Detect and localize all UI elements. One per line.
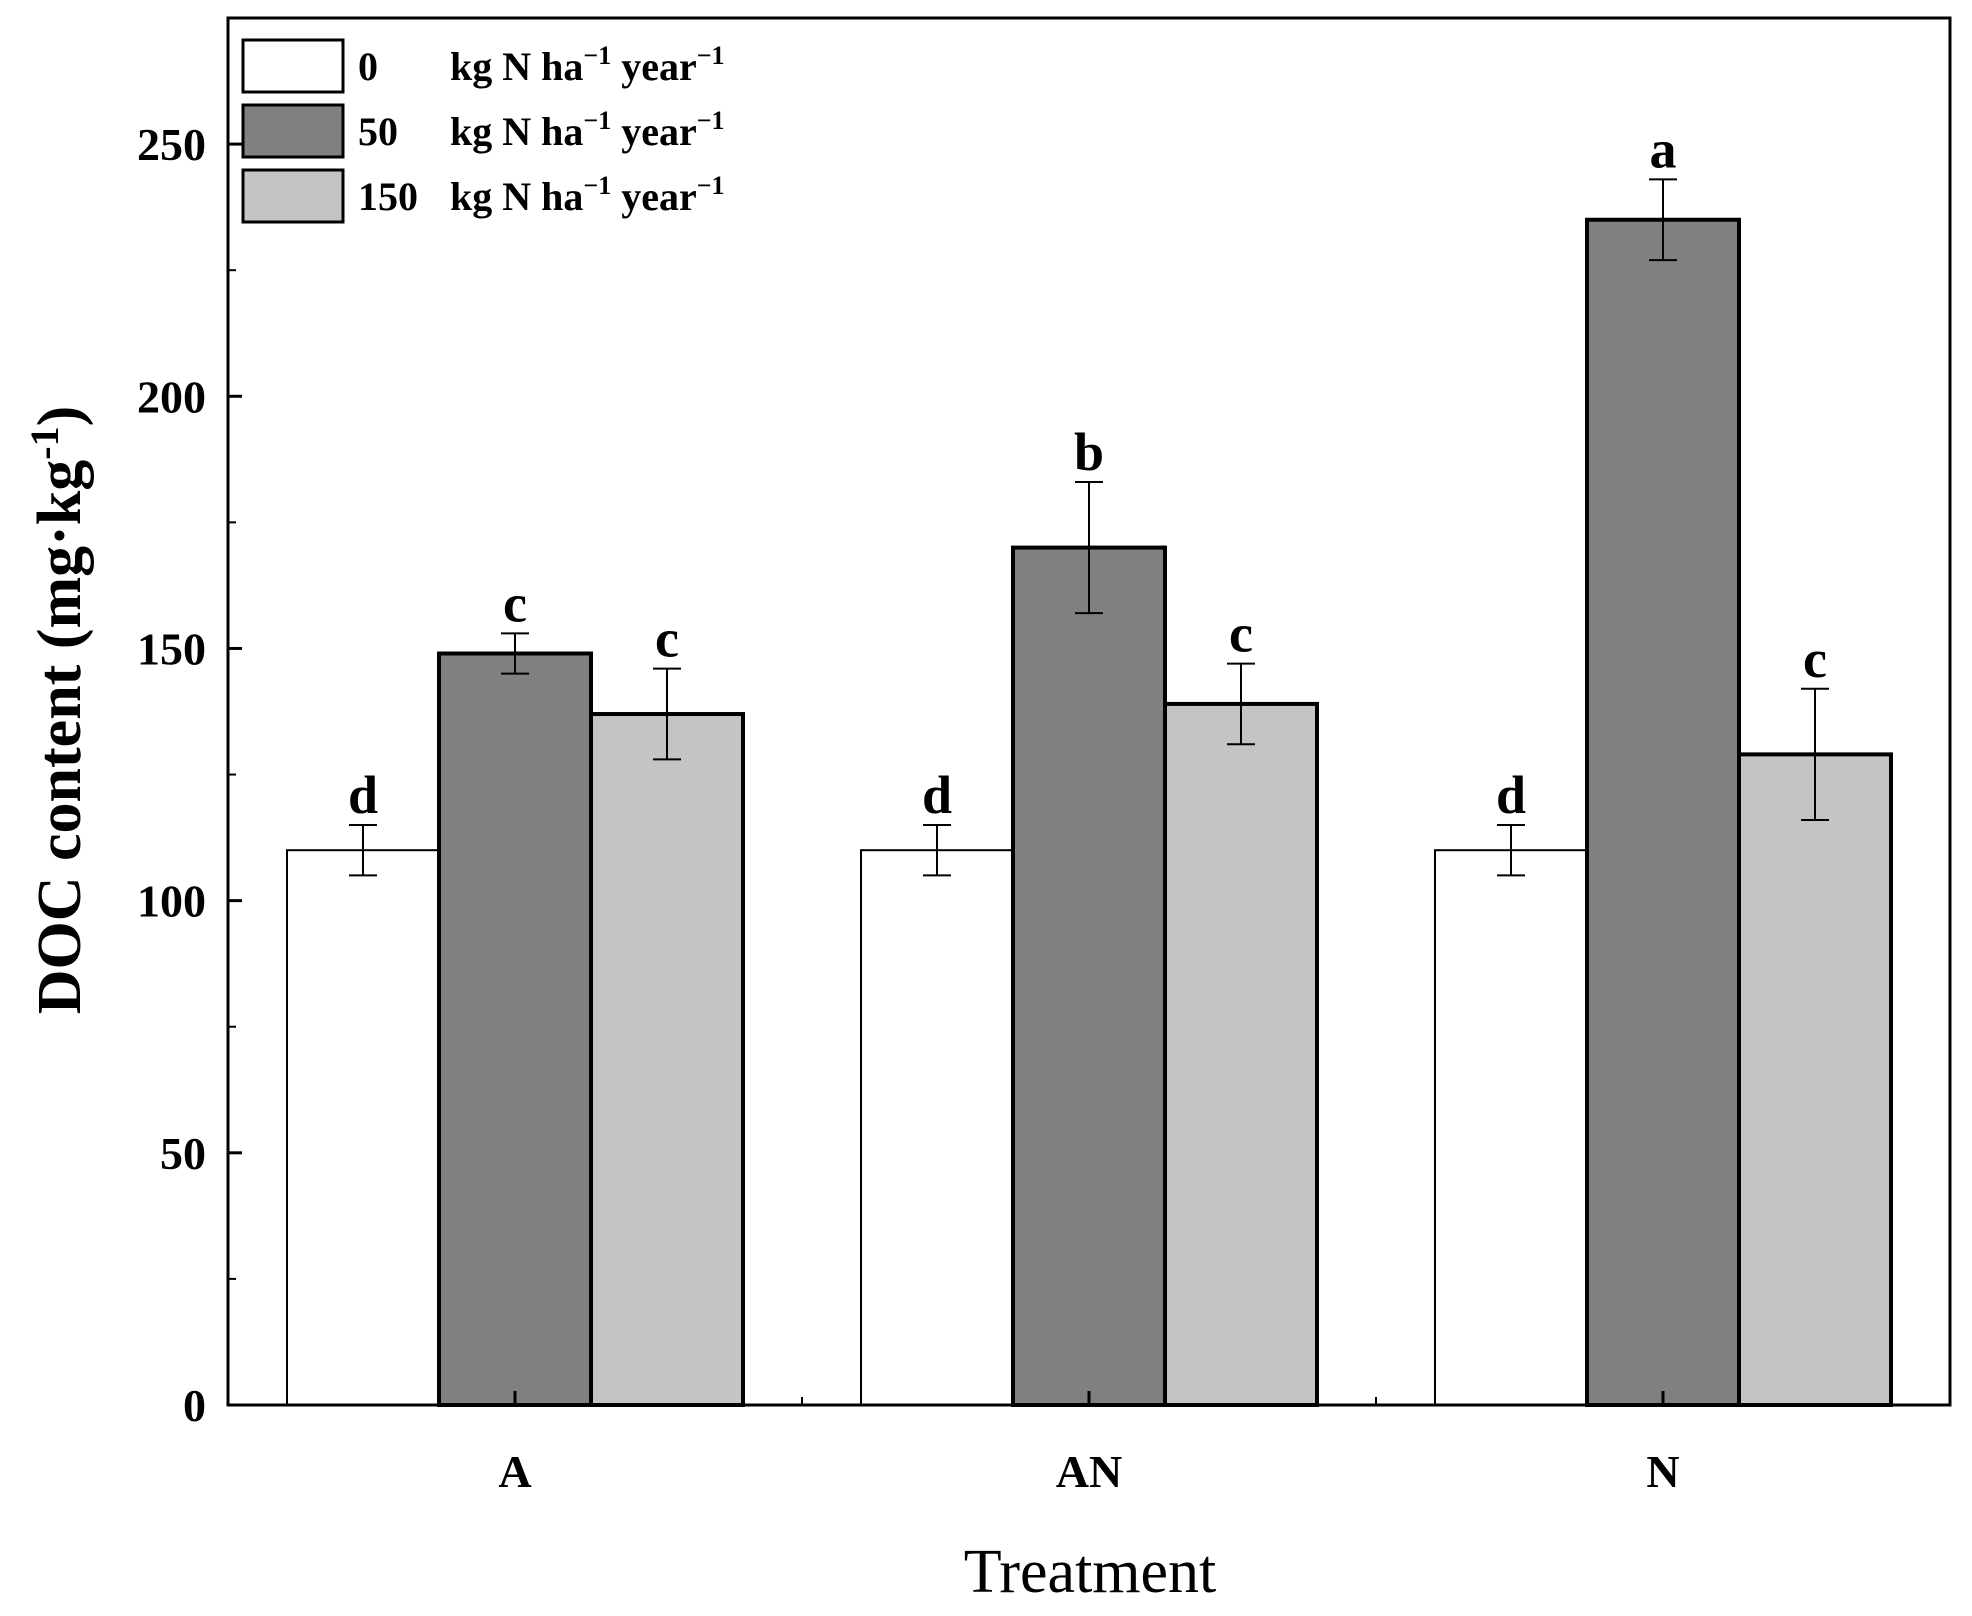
bar-N-0 — [1434, 849, 1588, 1406]
legend-label: 50 — [358, 109, 398, 154]
bar-AN-0 — [860, 849, 1014, 1406]
significance-letter-N-150: c — [1803, 629, 1827, 689]
error-bar-N-150 — [1801, 687, 1829, 821]
significance-letter-N-0: d — [1496, 765, 1526, 825]
significance-letter-A-0: d — [348, 765, 378, 825]
significance-letters-layer: d c c d b c d a c — [348, 119, 1827, 825]
bar-A-150 — [589, 712, 745, 1407]
x-tick-label-A: A — [498, 1446, 531, 1497]
legend-swatch — [241, 168, 345, 224]
y-tick-label: 0 — [183, 1380, 206, 1431]
bar-A-50 — [437, 651, 593, 1407]
legend-unit: kg N ha−1 year−1 — [450, 171, 725, 219]
legend-item-50: 50 kg N ha−1 year−1 — [241, 103, 725, 159]
legend-label: 150 — [358, 174, 418, 219]
error-bar-AN-50 — [1075, 481, 1103, 615]
error-bar-N-50 — [1649, 178, 1677, 262]
bar-AN-150 — [1163, 701, 1319, 1407]
bar-N-50 — [1585, 217, 1741, 1407]
legend-unit: kg N ha−1 year−1 — [450, 106, 725, 154]
error-bar-AN-0 — [923, 823, 951, 877]
legend-swatch — [241, 38, 345, 94]
y-axis-title: DOC content (mg·kg-1) — [22, 406, 94, 1015]
error-bar-A-150 — [653, 667, 681, 761]
significance-letter-AN-150: c — [1229, 604, 1253, 664]
legend-item-0: 0 kg N ha−1 year−1 — [241, 38, 725, 94]
bar-AN-50 — [1011, 545, 1167, 1407]
y-tick-label: 150 — [137, 623, 206, 674]
x-axis: A AN N — [498, 1391, 1680, 1497]
error-bars-layer — [349, 178, 1829, 877]
y-tick-label: 250 — [137, 119, 206, 170]
bar-A-0 — [286, 849, 440, 1406]
error-bar-A-50 — [501, 632, 529, 675]
legend-item-150: 150 kg N ha−1 year−1 — [241, 168, 725, 224]
y-tick-label: 100 — [137, 876, 206, 927]
error-bar-A-0 — [349, 823, 377, 877]
legend-unit: kg N ha−1 year−1 — [450, 41, 725, 89]
bar-N-150 — [1737, 752, 1893, 1407]
error-bar-N-0 — [1497, 823, 1525, 877]
bars-layer — [286, 217, 1893, 1407]
y-axis: 0 50 100 150 200 250 — [137, 119, 242, 1431]
legend-label: 0 — [358, 44, 378, 89]
y-tick-label: 50 — [160, 1128, 206, 1179]
legend: 0 kg N ha−1 year−1 50 kg N ha−1 year−1 150 kg… — [241, 38, 725, 224]
significance-letter-A-50: c — [503, 573, 527, 633]
significance-letter-A-150: c — [655, 609, 679, 669]
y-tick-label: 200 — [137, 371, 206, 422]
significance-letter-N-50: a — [1650, 119, 1677, 179]
significance-letter-AN-50: b — [1074, 422, 1104, 482]
x-tick-label-N: N — [1646, 1446, 1679, 1497]
significance-letter-AN-0: d — [922, 765, 952, 825]
error-bar-AN-150 — [1227, 662, 1255, 746]
legend-swatch — [241, 103, 345, 159]
x-tick-label-AN: AN — [1056, 1446, 1122, 1497]
x-axis-title: Treatment — [964, 1538, 1217, 1606]
